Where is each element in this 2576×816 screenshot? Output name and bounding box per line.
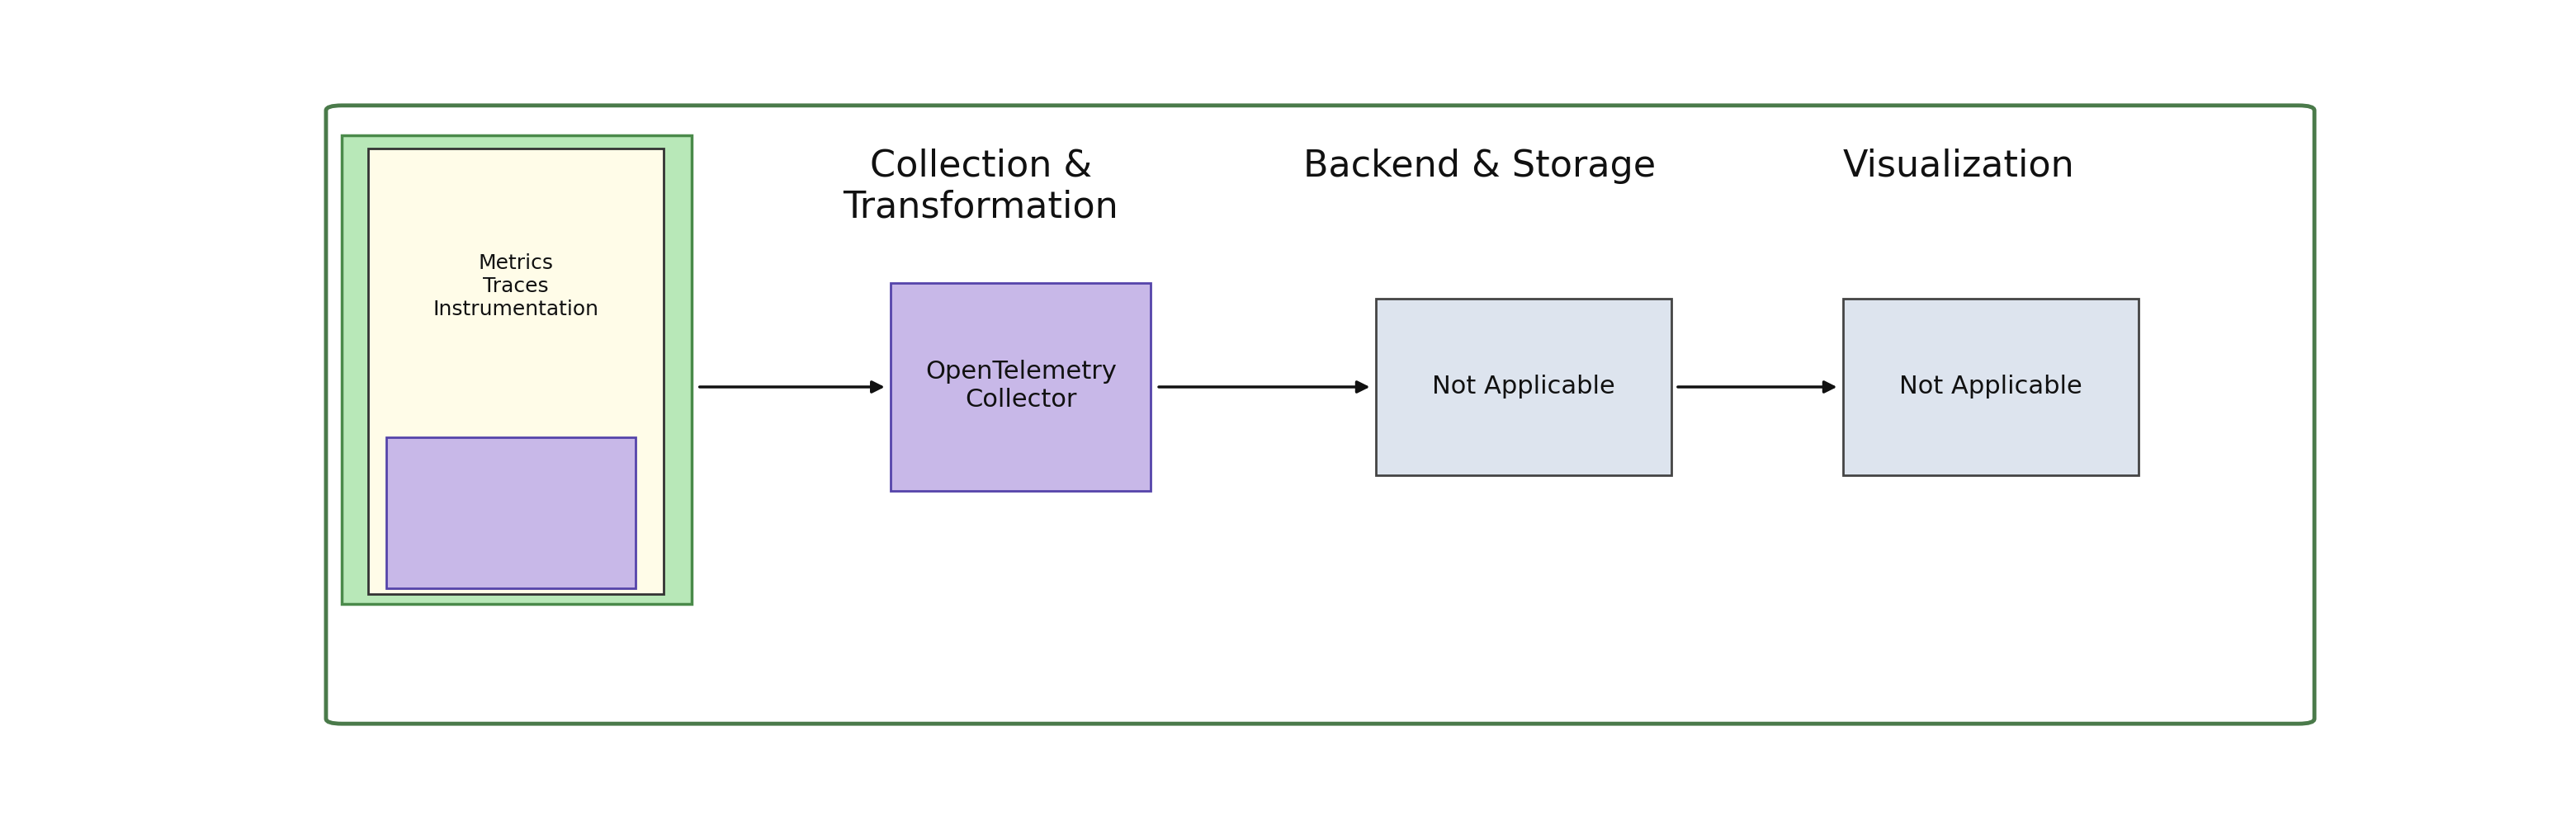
Text: Visualization: Visualization <box>1844 149 2074 184</box>
FancyBboxPatch shape <box>368 149 665 594</box>
Text: Not Applicable: Not Applicable <box>1432 375 1615 399</box>
Text: Generation &
Instrumentation: Generation & Instrumentation <box>371 149 665 224</box>
Text: Not Applicable: Not Applicable <box>1899 375 2081 399</box>
FancyBboxPatch shape <box>343 135 690 604</box>
FancyBboxPatch shape <box>1844 299 2138 475</box>
FancyBboxPatch shape <box>1376 299 1672 475</box>
Text: Metrics
Traces
Instrumentation: Metrics Traces Instrumentation <box>433 254 598 319</box>
Text: Service N: Service N <box>451 175 582 202</box>
Text: OpenTelemetry
SDK: OpenTelemetry SDK <box>430 496 587 539</box>
Text: Backend & Storage: Backend & Storage <box>1303 149 1656 184</box>
Text: OpenTelemetry
Collector: OpenTelemetry Collector <box>925 360 1115 411</box>
Text: Collection &
Transformation: Collection & Transformation <box>842 149 1118 224</box>
FancyBboxPatch shape <box>891 283 1151 490</box>
FancyBboxPatch shape <box>327 105 2313 724</box>
FancyBboxPatch shape <box>386 437 636 588</box>
